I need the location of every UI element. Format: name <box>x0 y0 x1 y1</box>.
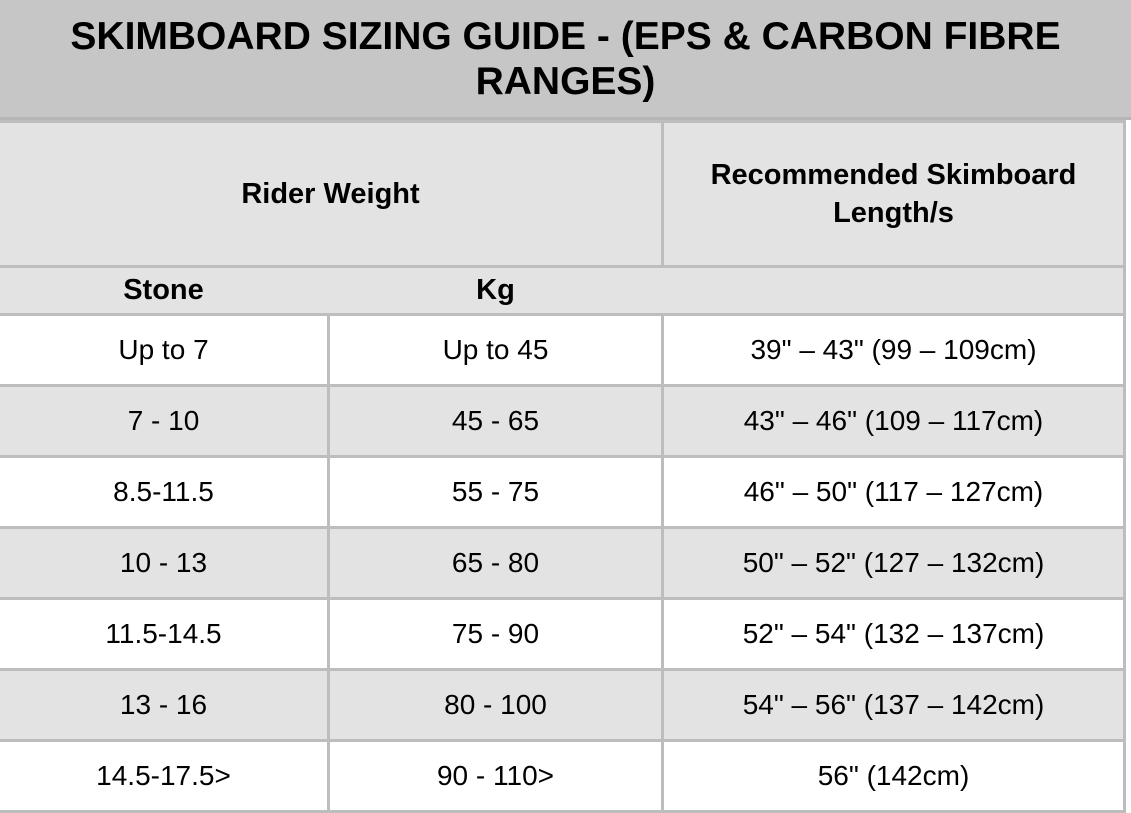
stone-cell: 8.5-11.5 <box>0 455 330 529</box>
stone-header: Stone <box>0 265 329 316</box>
length-cell: 46" – 50" (117 – 127cm) <box>661 455 1126 529</box>
length-cell: 54" – 56" (137 – 142cm) <box>661 668 1126 742</box>
table-row: 7 - 10 45 - 65 43" – 46" (109 – 117cm) <box>0 384 1126 458</box>
table-row: 13 - 16 80 - 100 54" – 56" (137 – 142cm) <box>0 668 1126 742</box>
table-row: Up to 7 Up to 45 39" – 43" (99 – 109cm) <box>0 313 1126 387</box>
stone-cell: Up to 7 <box>0 313 330 387</box>
subheader-row: Stone Kg <box>0 265 1126 316</box>
length-cell: 39" – 43" (99 – 109cm) <box>661 313 1126 387</box>
empty-header-cell <box>661 265 1126 316</box>
stone-cell: 14.5-17.5> <box>0 739 330 813</box>
kg-cell: 75 - 90 <box>327 597 664 671</box>
length-cell: 50" – 52" (127 – 132cm) <box>661 526 1126 600</box>
length-cell: 52" – 54" (132 – 137cm) <box>661 597 1126 671</box>
header-row: Rider Weight Recommended Skimboard Lengt… <box>0 120 1126 268</box>
kg-cell: Up to 45 <box>327 313 664 387</box>
length-cell: 56" (142cm) <box>661 739 1126 813</box>
kg-cell: 90 - 110> <box>327 739 664 813</box>
kg-cell: 65 - 80 <box>327 526 664 600</box>
table-row: 11.5-14.5 75 - 90 52" – 54" (132 – 137cm) <box>0 597 1126 671</box>
stone-cell: 13 - 16 <box>0 668 330 742</box>
rider-weight-header: Rider Weight <box>0 120 664 268</box>
recommended-length-label: Recommended Skimboard Length/s <box>710 159 1077 229</box>
stone-cell: 11.5-14.5 <box>0 597 330 671</box>
length-cell: 43" – 46" (109 – 117cm) <box>661 384 1126 458</box>
page-title: SKIMBOARD SIZING GUIDE - (EPS & CARBON F… <box>0 0 1131 120</box>
table-row: 10 - 13 65 - 80 50" – 52" (127 – 132cm) <box>0 526 1126 600</box>
table-row: 14.5-17.5> 90 - 110> 56" (142cm) <box>0 739 1126 813</box>
kg-cell: 55 - 75 <box>327 455 664 529</box>
kg-cell: 80 - 100 <box>327 668 664 742</box>
kg-header: Kg <box>327 265 663 316</box>
kg-cell: 45 - 65 <box>327 384 664 458</box>
stone-cell: 7 - 10 <box>0 384 330 458</box>
sizing-table: Rider Weight Recommended Skimboard Lengt… <box>0 120 1126 813</box>
stone-cell: 10 - 13 <box>0 526 330 600</box>
recommended-length-header: Recommended Skimboard Length/s <box>661 120 1126 268</box>
table-row: 8.5-11.5 55 - 75 46" – 50" (117 – 127cm) <box>0 455 1126 529</box>
